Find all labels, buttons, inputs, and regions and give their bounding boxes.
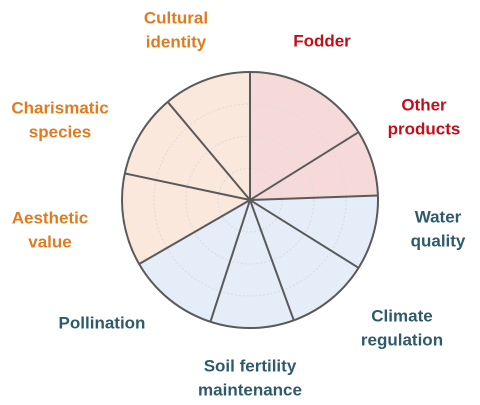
segment-label: identity	[146, 32, 207, 51]
segment	[250, 132, 378, 200]
divider	[138, 199, 251, 265]
divider	[166, 101, 251, 201]
divider	[209, 199, 251, 323]
ring	[153, 103, 347, 297]
segment-label: Water	[415, 207, 462, 226]
segment-label: Pollination	[59, 313, 146, 332]
segment	[250, 200, 359, 321]
segment-label: Charismatic	[11, 98, 108, 117]
divider	[249, 199, 295, 321]
segment-label: Other	[401, 95, 447, 114]
segment-label: maintenance	[198, 380, 302, 399]
outline	[121, 71, 379, 329]
segment-label: Fodder	[293, 31, 351, 50]
segment-label: species	[29, 122, 91, 141]
segment-label: products	[388, 119, 461, 138]
segment-label: Cultural	[144, 8, 208, 27]
segment	[139, 200, 250, 322]
divider	[249, 199, 360, 269]
divider	[249, 131, 360, 201]
segment-label: regulation	[361, 330, 443, 349]
segment-label: quality	[411, 231, 466, 250]
segment	[210, 200, 294, 328]
segment	[124, 101, 250, 200]
segment	[250, 72, 359, 200]
segment	[250, 195, 378, 268]
ring	[217, 167, 283, 233]
segment-label: Aesthetic	[12, 208, 89, 227]
segment-label: value	[28, 232, 71, 251]
segment-label: Climate	[371, 306, 432, 325]
divider	[124, 172, 251, 201]
divider	[249, 194, 378, 201]
segment	[167, 72, 250, 200]
segment-label: Soil fertility	[204, 356, 297, 375]
